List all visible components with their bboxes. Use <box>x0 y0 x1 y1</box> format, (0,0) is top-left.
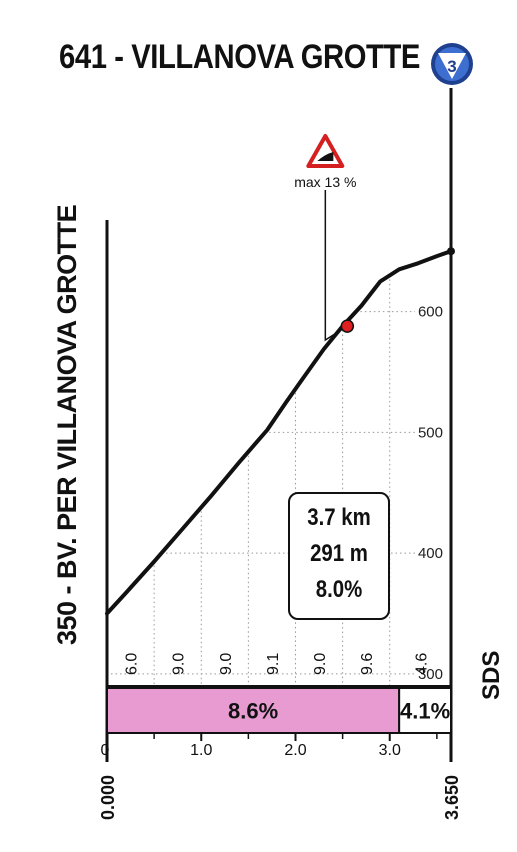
x-tick-label: 3.0 <box>379 742 401 759</box>
end-distance-label: 3.650 <box>442 775 462 820</box>
summit-point <box>447 247 455 256</box>
gradient-bar-segment <box>398 687 453 734</box>
x-tick-label: 0 <box>101 742 110 759</box>
gradient-bar-label: 4.1% <box>400 699 450 724</box>
max-grade-label: max 13 % <box>294 174 356 190</box>
x-tick-label: 1.0 <box>190 742 212 759</box>
elevation-tick-label: 600 <box>418 304 443 321</box>
km-gradient-label: 4.6 <box>413 653 430 675</box>
max-grade-leader-line <box>324 190 348 342</box>
elevation-tick-label: 400 <box>418 545 443 562</box>
elevation-tick-label: 300 <box>418 666 443 683</box>
sds-label: SDS <box>478 650 505 700</box>
km-gradient-label: 6.0 <box>124 653 141 675</box>
climb-average-gradient: 8.0% <box>315 576 363 603</box>
climb-summary-box: 3.7 km 291 m 8.0% <box>288 492 390 620</box>
gradient-bar-segment <box>106 687 401 734</box>
climb-distance: 3.7 km <box>307 504 371 531</box>
max-grade-point <box>340 319 355 333</box>
gradient-bar-label: 8.6% <box>228 699 278 724</box>
category-badge-number: 3 <box>447 57 456 76</box>
steep-grade-slope-icon <box>317 152 334 161</box>
km-gradient-label: 9.6 <box>359 653 376 675</box>
km-gradient-label: 9.1 <box>265 653 282 675</box>
steep-grade-warning-icon <box>306 134 345 168</box>
start-distance-label: 0.000 <box>98 775 118 820</box>
elevation-profile-line <box>105 249 453 616</box>
km-gradient-label: 9.0 <box>171 653 188 675</box>
x-tick-label: 2.0 <box>284 742 306 759</box>
elevation-tick-label: 500 <box>418 424 443 441</box>
category-badge-icon: 3 <box>431 43 473 85</box>
km-gradient-label: 9.0 <box>312 653 329 675</box>
page-title: 641 - VILLANOVA GROTTE <box>59 38 420 76</box>
climb-elevation-gain: 291 m <box>310 540 368 567</box>
km-gradient-label: 9.0 <box>218 653 235 675</box>
